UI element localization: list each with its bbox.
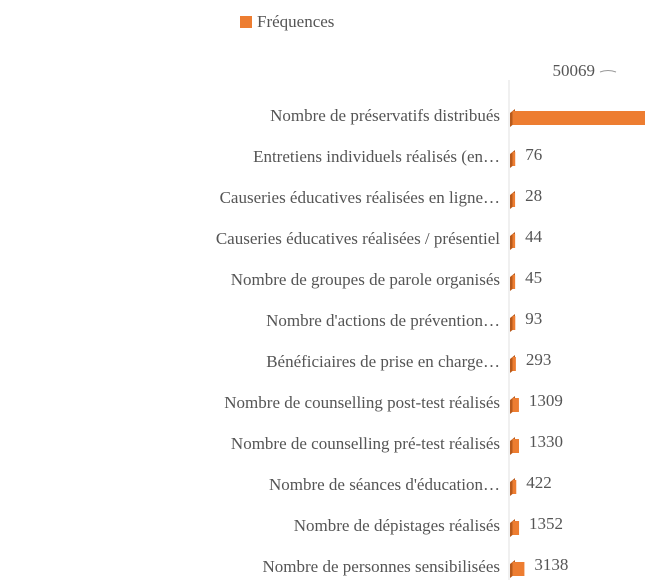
- bar: [510, 273, 516, 291]
- bar: [510, 437, 519, 455]
- category-label: Bénéficiaires de prise en charge…: [266, 352, 500, 371]
- data-label: 1330: [529, 432, 563, 451]
- category-label: Nombre de counselling post-test réalisés: [224, 393, 500, 412]
- bar: [510, 478, 517, 496]
- category-label: Entretiens individuels réalisés (en…: [253, 147, 500, 166]
- bar: [510, 150, 516, 168]
- data-label: 44: [525, 227, 543, 246]
- category-label: Nombre de groupes de parole organisés: [231, 270, 500, 289]
- bar: [510, 355, 516, 373]
- bar: [510, 232, 516, 250]
- legend-swatch: [240, 16, 252, 28]
- category-label: Nombre de séances d'éducation…: [269, 475, 500, 494]
- category-label: Causeries éducatives réalisées / présent…: [216, 229, 500, 248]
- bar: [510, 519, 520, 537]
- bar: [510, 560, 525, 578]
- category-label: Nombre de counselling pré-test réalisés: [231, 434, 500, 453]
- leader-line: [599, 70, 617, 73]
- data-label: 422: [526, 473, 552, 492]
- data-label: 76: [525, 145, 542, 164]
- bar: [510, 396, 519, 414]
- data-label: 45: [525, 268, 542, 287]
- data-label: 50069: [553, 61, 596, 80]
- category-label: Nombre de préservatifs distribués: [270, 106, 500, 125]
- data-label: 1309: [529, 391, 563, 410]
- data-label: 293: [526, 350, 552, 369]
- legend-label: Fréquences: [257, 12, 334, 31]
- bar: [510, 109, 645, 127]
- bar: [510, 314, 516, 332]
- data-label: 1352: [529, 514, 563, 533]
- data-label: 3138: [534, 555, 568, 574]
- data-label: 28: [525, 186, 542, 205]
- bar: [510, 191, 516, 209]
- category-label: Nombre de dépistages réalisés: [294, 516, 500, 535]
- category-label: Nombre d'actions de prévention…: [266, 311, 500, 330]
- category-label: Causeries éducatives réalisées en ligne…: [220, 188, 500, 207]
- data-label: 93: [525, 309, 542, 328]
- category-label: Nombre de personnes sensibilisées: [263, 557, 500, 576]
